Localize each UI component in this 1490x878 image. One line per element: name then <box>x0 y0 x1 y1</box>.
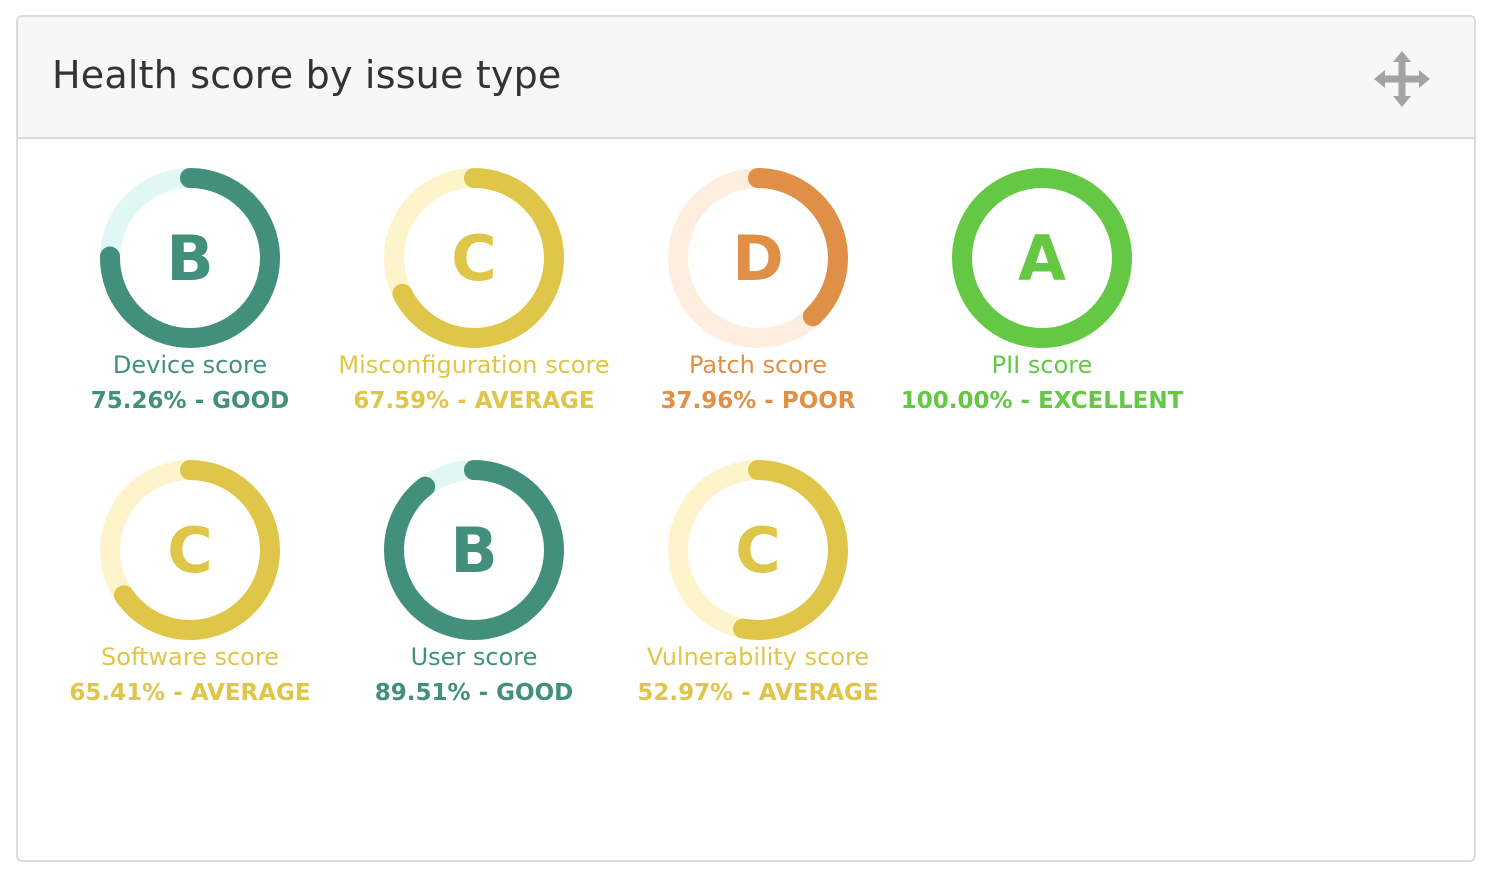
gauge-pii-score[interactable]: A PII score 100.00% - EXCELLENT <box>892 168 1192 428</box>
ring-progress-arc <box>668 460 848 640</box>
gauge-vulnerability-score[interactable]: C Vulnerability score 52.97% - AVERAGE <box>608 460 908 720</box>
score-label: Device score <box>112 351 268 379</box>
score-value: 100.00% - EXCELLENT <box>900 388 1184 414</box>
score-grade: C <box>735 513 781 587</box>
move-arrows-icon[interactable] <box>1374 51 1430 107</box>
score-value: 75.26% - GOOD <box>90 388 290 414</box>
health-score-widget: Health score by issue type B Device score… <box>16 15 1476 862</box>
score-grade: B <box>166 221 214 295</box>
score-ring <box>100 460 280 640</box>
score-label: Misconfiguration score <box>338 351 610 379</box>
ring-progress-arc <box>668 168 848 348</box>
score-value: 67.59% - AVERAGE <box>353 388 595 414</box>
widget-title: Health score by issue type <box>52 53 562 97</box>
score-label: Vulnerability score <box>646 643 870 671</box>
gauge-user-score[interactable]: B User score 89.51% - GOOD <box>324 460 624 720</box>
score-grade: C <box>451 221 497 295</box>
score-ring <box>100 168 280 348</box>
ring-progress-arc <box>100 168 280 348</box>
score-ring <box>384 168 564 348</box>
gauge-device-score[interactable]: B Device score 75.26% - GOOD <box>40 168 340 428</box>
gauge-patch-score[interactable]: D Patch score 37.96% - POOR <box>608 168 908 428</box>
gauge-misconfiguration-score[interactable]: C Misconfiguration score 67.59% - AVERAGE <box>324 168 624 428</box>
score-ring <box>668 460 848 640</box>
score-label: PII score <box>991 351 1093 379</box>
score-value: 89.51% - GOOD <box>374 680 574 706</box>
score-ring <box>952 168 1132 348</box>
score-ring <box>384 460 564 640</box>
widget-header: Health score by issue type <box>18 17 1474 139</box>
score-grade: A <box>1018 221 1066 295</box>
score-grade: C <box>167 513 213 587</box>
ring-progress-arc <box>952 168 1132 348</box>
score-value: 37.96% - POOR <box>660 388 856 414</box>
score-label: User score <box>410 643 538 671</box>
ring-progress-arc <box>384 460 564 640</box>
score-value: 52.97% - AVERAGE <box>637 680 879 706</box>
score-label: Software score <box>101 643 279 671</box>
score-label: Patch score <box>688 351 828 379</box>
score-value: 65.41% - AVERAGE <box>69 680 311 706</box>
score-ring <box>668 168 848 348</box>
gauge-software-score[interactable]: C Software score 65.41% - AVERAGE <box>40 460 340 720</box>
ring-progress-arc <box>100 460 280 640</box>
score-grade: B <box>450 513 498 587</box>
score-grade: D <box>732 221 784 295</box>
ring-progress-arc <box>384 168 564 348</box>
